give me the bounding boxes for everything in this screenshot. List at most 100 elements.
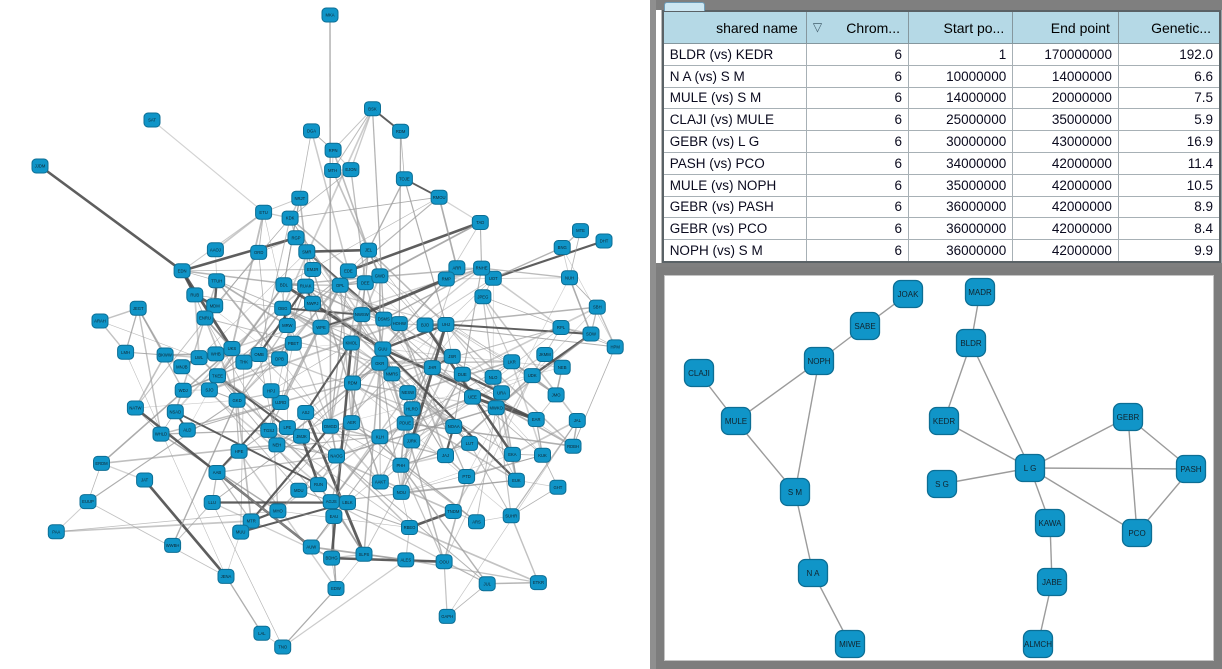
graph-node[interactable]: TTUH	[208, 273, 226, 289]
graph-node[interactable]: SLPS	[355, 546, 373, 562]
graph-node[interactable]: WHLD	[152, 426, 170, 442]
column-header-end-point[interactable]: End point	[1012, 10, 1119, 44]
graph-node[interactable]: LBLK	[339, 495, 356, 511]
graph-edge-NOPH-SM[interactable]	[794, 360, 820, 493]
graph-node[interactable]: PDUE	[396, 415, 414, 431]
graph-node[interactable]: ALD	[178, 422, 196, 438]
graph-node[interactable]: AER	[343, 415, 361, 431]
graph-node[interactable]: GKR	[371, 355, 389, 371]
graph-node[interactable]: EAR	[527, 412, 545, 427]
table-row[interactable]: MULE (vs) S M 6 14000000 20000000 7.5	[662, 86, 1221, 110]
graph-node[interactable]: JJDM	[31, 158, 49, 174]
graph-node[interactable]: DSMS	[375, 311, 393, 327]
graph-node[interactable]: LPE	[278, 420, 296, 436]
graph-node[interactable]: NEH	[268, 437, 286, 453]
graph-node[interactable]: WHB	[207, 346, 225, 362]
graph-node[interactable]: EUK	[507, 472, 525, 488]
graph-node[interactable]: SUHR	[502, 508, 520, 524]
graph-node[interactable]: JEL	[360, 242, 377, 258]
graph-node[interactable]: RDM	[392, 123, 410, 139]
graph-node[interactable]: EAU	[325, 509, 343, 524]
graph-node[interactable]: WPE	[312, 319, 330, 335]
graph-edge-LG-PASH[interactable]	[1029, 467, 1192, 470]
graph-node[interactable]: KLH	[371, 429, 389, 445]
graph-node-BLDR[interactable]: BLDR	[955, 328, 987, 358]
graph-node-SM[interactable]: S M	[779, 477, 811, 507]
graph-node[interactable]: HOHW	[390, 316, 408, 332]
graph-node[interactable]: DGA	[303, 123, 320, 139]
column-header-shared-name[interactable]: shared name	[662, 10, 807, 44]
graph-node[interactable]: SOW	[582, 326, 600, 342]
graph-node[interactable]: MHO	[269, 503, 287, 519]
table-row[interactable]: MULE (vs) NOPH 6 35000000 42000000 10.5	[662, 173, 1221, 197]
graph-node[interactable]: NLO	[484, 369, 502, 385]
graph-node[interactable]: EDN	[173, 263, 191, 279]
graph-node[interactable]: BNG	[553, 240, 571, 255]
graph-node[interactable]: RUAK	[297, 278, 315, 294]
graph-node[interactable]: BKWW	[156, 347, 174, 363]
graph-node[interactable]: JHR	[423, 360, 441, 376]
graph-node[interactable]: GUU	[374, 341, 392, 357]
graph-node[interactable]: WWBH	[164, 537, 182, 553]
table-row[interactable]: CLAJI (vs) MULE 6 25000000 35000000 5.9	[662, 108, 1221, 132]
graph-node[interactable]: LWL	[190, 350, 208, 366]
graph-node[interactable]: RUN	[310, 477, 327, 493]
graph-node[interactable]: JPEG	[474, 289, 492, 305]
graph-node[interactable]: RMP	[437, 271, 455, 287]
table-row[interactable]: NOPH (vs) S M 6 36000000 42000000 9.9	[662, 239, 1221, 263]
graph-node[interactable]: TKEE	[209, 368, 226, 384]
graph-node[interactable]: RUB	[186, 287, 204, 303]
graph-node[interactable]: JAJ	[437, 448, 454, 464]
graph-node[interactable]: UDK	[523, 368, 541, 384]
graph-node[interactable]: DPB	[271, 351, 289, 367]
graph-node[interactable]: DEE	[356, 275, 374, 291]
graph-node[interactable]: TNO	[274, 639, 292, 655]
graph-node[interactable]: JKMM	[536, 347, 554, 362]
graph-node[interactable]: GKD	[228, 392, 246, 408]
graph-node[interactable]: TGSJ	[260, 422, 278, 438]
graph-node[interactable]: HLRO	[403, 401, 421, 417]
graph-node[interactable]: NEB	[553, 359, 571, 375]
panel-split-divider[interactable]	[650, 0, 656, 669]
graph-node-MIWE[interactable]: MIWE	[834, 629, 866, 659]
graph-node[interactable]: AAKT	[371, 474, 389, 490]
graph-node[interactable]: ARR	[448, 260, 466, 276]
graph-node[interactable]: MDU	[290, 482, 308, 498]
graph-node[interactable]: NESW	[399, 385, 417, 401]
graph-edge-BLDR-LG[interactable]	[970, 342, 1031, 469]
graph-node[interactable]: PBET	[284, 335, 302, 351]
graph-node[interactable]: ARAH	[91, 313, 109, 329]
graph-node[interactable]: ERDM	[93, 455, 110, 471]
graph-node[interactable]: MRW	[278, 318, 296, 333]
graph-node[interactable]: RPN	[324, 142, 342, 158]
graph-node[interactable]: SAT	[143, 112, 161, 128]
graph-node[interactable]: URA	[493, 385, 510, 401]
column-header-genetic[interactable]: Genetic...	[1117, 10, 1221, 44]
graph-edge-LG-PCO[interactable]	[1029, 467, 1138, 534]
graph-node[interactable]: NRJT	[291, 190, 309, 206]
graph-node[interactable]: ENRU	[196, 310, 214, 326]
graph-edge-GEBR-PCO[interactable]	[1127, 416, 1138, 534]
graph-node[interactable]: RMOU	[430, 189, 448, 205]
graph-node[interactable]: SJO	[200, 382, 218, 398]
graph-node-SABE[interactable]: SABE	[849, 311, 881, 341]
table-row[interactable]: GEBR (vs) PCO 6 36000000 42000000 8.4	[662, 217, 1221, 241]
graph-node[interactable]: HPE	[230, 443, 248, 459]
graph-node[interactable]: ETKR	[529, 575, 547, 591]
graph-node[interactable]: BSK	[364, 101, 381, 117]
graph-node[interactable]: TAD	[471, 215, 489, 230]
graph-node[interactable]: NAOG	[328, 448, 345, 464]
graph-node-PCO[interactable]: PCO	[1121, 518, 1153, 548]
graph-node-PASH[interactable]: PASH	[1175, 454, 1207, 484]
network-overview-canvas[interactable]: MKA SAT JJDM DHT DPB JJRK EUK WHLD OPL MTR NMRS NAT…	[0, 0, 650, 669]
graph-node[interactable]: OOU	[435, 554, 453, 570]
graph-node[interactable]: LMH	[117, 344, 135, 360]
graph-node-NOPH[interactable]: NOPH	[803, 346, 835, 376]
graph-node[interactable]: EDE	[339, 263, 357, 279]
graph-node[interactable]: RNHE	[473, 260, 491, 276]
graph-node[interactable]: OBG	[274, 300, 292, 316]
graph-node[interactable]: EDW	[327, 581, 345, 596]
graph-node[interactable]: JAL	[568, 413, 586, 428]
network-detail-canvas[interactable]: JOAK SABE NOPH CLAJI MULE S M N A MIWE MADR BLDR K…	[665, 276, 1213, 660]
graph-node[interactable]: LAL	[253, 625, 271, 641]
